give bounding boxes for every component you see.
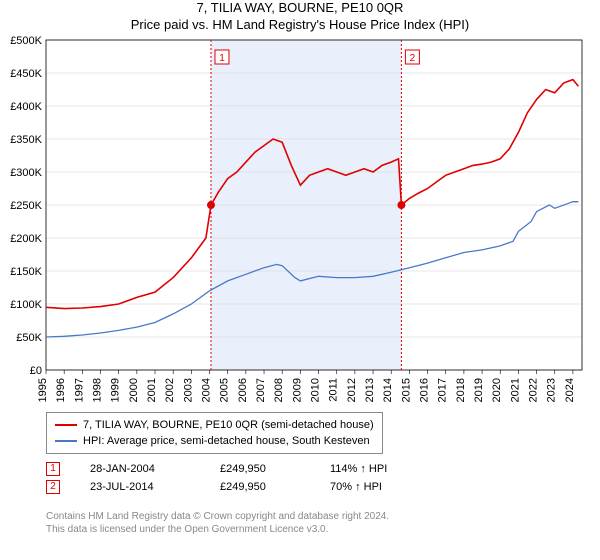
y-tick-label: £100K xyxy=(10,299,42,311)
legend-item: HPI: Average price, semi-detached house,… xyxy=(55,433,374,449)
transaction-badge: 2 xyxy=(46,480,60,494)
x-tick-label: 2001 xyxy=(146,378,158,402)
x-tick-label: 2023 xyxy=(546,378,558,402)
x-tick-label: 2018 xyxy=(455,378,467,402)
x-tick-label: 2016 xyxy=(419,378,431,402)
x-tick-label: 1999 xyxy=(110,378,122,402)
x-tick-label: 2022 xyxy=(528,378,540,402)
transaction-row: 2 23-JUL-2014 £249,950 70% ↑ HPI xyxy=(46,478,387,496)
legend-label: HPI: Average price, semi-detached house,… xyxy=(83,433,370,449)
transaction-date: 28-JAN-2004 xyxy=(90,460,190,478)
sale-marker-badge-label: 1 xyxy=(219,53,225,64)
x-tick-label: 2015 xyxy=(400,378,412,402)
y-tick-label: £0 xyxy=(30,365,42,377)
sale-marker xyxy=(397,201,405,209)
footer-attribution: Contains HM Land Registry data © Crown c… xyxy=(46,510,389,536)
y-tick-label: £200K xyxy=(10,233,42,245)
y-tick-label: £150K xyxy=(10,266,42,278)
x-tick-label: 2014 xyxy=(382,378,394,402)
y-tick-label: £400K xyxy=(10,101,42,113)
x-tick-label: 2010 xyxy=(310,378,322,402)
legend-swatch xyxy=(55,440,77,442)
transactions-table: 1 28-JAN-2004 £249,950 114% ↑ HPI 2 23-JUL-20… xyxy=(46,460,387,496)
transaction-badge: 1 xyxy=(46,462,60,476)
x-tick-label: 2000 xyxy=(128,378,140,402)
y-tick-label: £500K xyxy=(10,35,42,47)
x-tick-label: 1996 xyxy=(55,378,67,402)
chart-svg: £0 £50K £100K £150K £200K £250K £300K £350K £400… xyxy=(0,0,600,412)
x-tick-label: 2004 xyxy=(201,378,213,402)
x-tick-label: 2021 xyxy=(509,378,521,402)
transaction-pct: 114% ↑ HPI xyxy=(330,460,387,478)
x-tick-label: 2017 xyxy=(437,378,449,402)
x-tick-label: 2009 xyxy=(291,378,303,402)
sale-marker xyxy=(207,201,215,209)
x-tick-label: 1995 xyxy=(37,378,49,402)
x-tick-label: 2019 xyxy=(473,378,485,402)
x-tick-label: 2013 xyxy=(364,378,376,402)
legend-swatch xyxy=(55,424,77,426)
x-tick-label: 2012 xyxy=(346,378,358,402)
footer-line-1: Contains HM Land Registry data © Crown c… xyxy=(46,510,389,523)
y-tick-label: £250K xyxy=(10,200,42,212)
y-tick-label: £300K xyxy=(10,167,42,179)
x-tick-label: 2024 xyxy=(564,378,576,402)
transaction-price: £249,950 xyxy=(220,460,300,478)
sale-marker-badge-label: 2 xyxy=(410,53,416,64)
legend: 7, TILIA WAY, BOURNE, PE10 0QR (semi-det… xyxy=(46,412,383,454)
x-tick-label: 2005 xyxy=(219,378,231,402)
x-tick-label: 2020 xyxy=(491,378,503,402)
transaction-row: 1 28-JAN-2004 £249,950 114% ↑ HPI xyxy=(46,460,387,478)
x-tick-label: 1997 xyxy=(73,378,85,402)
transaction-pct: 70% ↑ HPI xyxy=(330,478,382,496)
footer-line-2: This data is licensed under the Open Gov… xyxy=(46,523,389,536)
legend-item: 7, TILIA WAY, BOURNE, PE10 0QR (semi-det… xyxy=(55,417,374,433)
x-tick-label: 2002 xyxy=(164,378,176,402)
x-tick-label: 2006 xyxy=(237,378,249,402)
legend-label: 7, TILIA WAY, BOURNE, PE10 0QR (semi-det… xyxy=(83,417,374,433)
y-tick-label: £50K xyxy=(16,332,42,344)
x-tick-label: 2011 xyxy=(328,378,340,402)
x-tick-label: 2007 xyxy=(255,378,267,402)
transaction-price: £249,950 xyxy=(220,478,300,496)
y-tick-label: £450K xyxy=(10,68,42,80)
transaction-date: 23-JUL-2014 xyxy=(90,478,190,496)
x-tick-label: 2008 xyxy=(273,378,285,402)
x-tick-label: 2003 xyxy=(182,378,194,402)
y-tick-label: £350K xyxy=(10,134,42,146)
x-tick-label: 1998 xyxy=(92,378,104,402)
